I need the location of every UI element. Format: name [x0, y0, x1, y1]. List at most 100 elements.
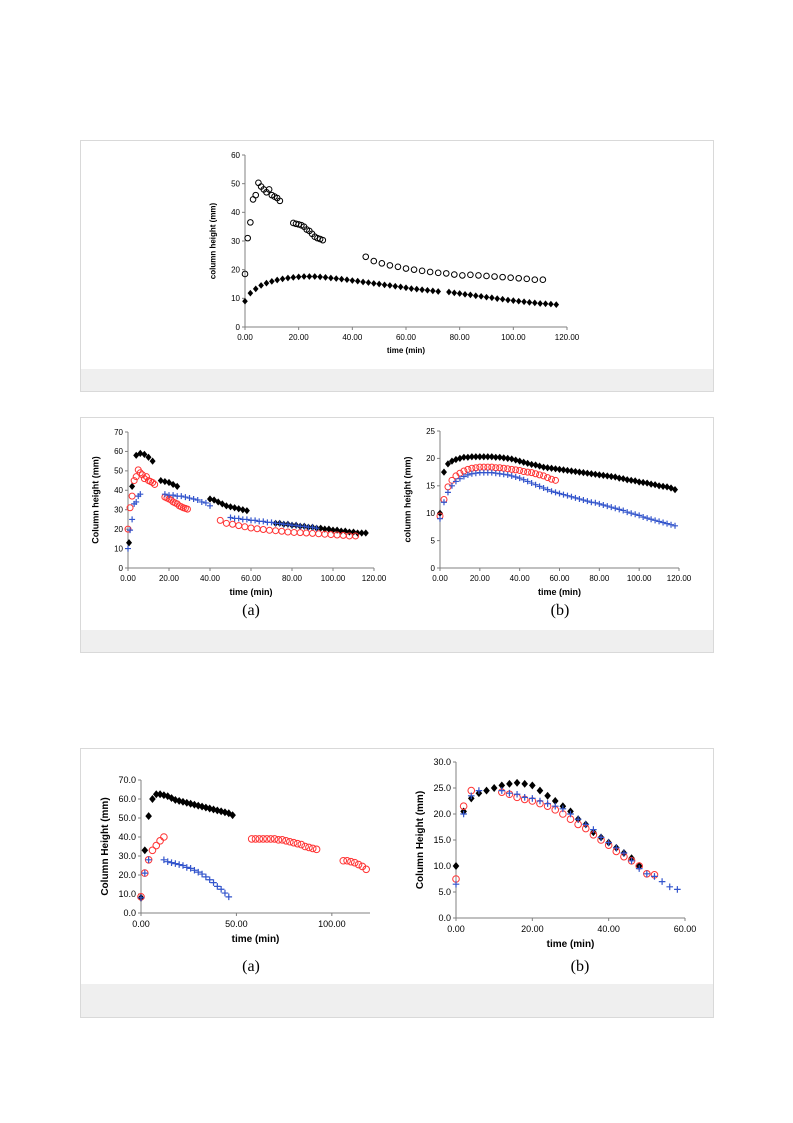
- data-point: [468, 453, 475, 461]
- data-point: [567, 810, 574, 818]
- data-point: [403, 284, 409, 292]
- data-point: [652, 517, 659, 524]
- data-point: [456, 454, 463, 462]
- data-point: [311, 273, 318, 280]
- data-point: [459, 272, 466, 279]
- data-point: [293, 522, 300, 529]
- data-point: [160, 791, 168, 800]
- data-point: [352, 532, 360, 540]
- data-point: [347, 857, 355, 866]
- data-point: [576, 495, 583, 502]
- data-point: [161, 491, 168, 498]
- data-point: [183, 798, 191, 807]
- series-1: [241, 179, 547, 284]
- data-point: [241, 270, 249, 278]
- y-tick-label: 0.0: [438, 913, 451, 923]
- data-point: [648, 516, 655, 523]
- data-point: [521, 779, 528, 788]
- figure-panel-3: [80, 748, 714, 1018]
- data-point: [235, 515, 242, 522]
- data-point: [513, 778, 521, 787]
- y-tick-label: 30: [114, 506, 123, 515]
- data-point: [270, 835, 279, 843]
- y-axis-title: column height (mm): [208, 202, 217, 279]
- data-point: [223, 502, 230, 510]
- data-point: [536, 462, 543, 470]
- data-point: [551, 797, 559, 805]
- data-point: [644, 479, 651, 487]
- data-point: [451, 289, 458, 297]
- x-tick-label: 40.00: [597, 924, 620, 934]
- data-point: [520, 458, 527, 466]
- data-point: [504, 471, 511, 478]
- data-point: [397, 283, 404, 291]
- y-tick-label: 5.0: [438, 887, 451, 897]
- x-tick-label: 0.00: [237, 333, 253, 342]
- data-point: [462, 290, 468, 298]
- y-tick-label: 10: [231, 294, 240, 303]
- x-tick-label: 20.00: [470, 574, 491, 583]
- data-point: [460, 810, 467, 818]
- data-point: [643, 870, 651, 878]
- x-tick-label: 60.00: [396, 333, 417, 342]
- figure-panel-2: [80, 417, 714, 653]
- data-point: [168, 794, 175, 803]
- y-axis-title: Column Height (mm): [415, 791, 426, 889]
- data-point: [301, 273, 307, 280]
- data-point: [328, 274, 334, 282]
- data-point: [506, 789, 513, 797]
- data-point: [179, 797, 187, 806]
- data-point: [174, 482, 181, 490]
- x-tick-label: 120.00: [362, 574, 387, 583]
- data-point: [624, 476, 631, 484]
- data-point: [252, 191, 260, 199]
- x-tick-label: 20.00: [289, 333, 310, 342]
- data-point: [604, 472, 611, 480]
- data-point: [182, 494, 189, 501]
- series-1: [124, 466, 360, 540]
- data-point: [592, 499, 599, 506]
- data-point: [484, 453, 491, 461]
- y-tick-label: 70: [114, 428, 123, 437]
- data-point: [317, 273, 323, 281]
- data-point: [141, 869, 149, 877]
- y-axis-title: column height (mm): [402, 457, 412, 543]
- data-point: [349, 277, 356, 284]
- x-axis-title: time (min): [538, 587, 581, 597]
- x-axis-title: time (min): [387, 346, 426, 355]
- data-point: [582, 821, 590, 828]
- data-point: [560, 466, 567, 474]
- x-tick-label: 100.00: [318, 919, 346, 929]
- y-tick-label: 60.0: [118, 794, 136, 804]
- data-point: [266, 835, 275, 843]
- data-point: [286, 837, 294, 846]
- x-tick-label: 60.00: [549, 574, 570, 583]
- data-point: [548, 300, 554, 308]
- x-tick-label: 0.00: [447, 924, 465, 934]
- data-point: [129, 516, 136, 523]
- data-point: [528, 469, 536, 477]
- data-point: [475, 272, 482, 279]
- data-point: [308, 844, 317, 853]
- data-point: [500, 464, 508, 472]
- data-point: [444, 460, 451, 468]
- data-point: [498, 787, 506, 794]
- data-point: [440, 499, 447, 506]
- data-point: [225, 893, 233, 901]
- data-point: [175, 861, 183, 868]
- data-point: [408, 285, 415, 292]
- data-point: [496, 453, 503, 461]
- data-point: [149, 479, 157, 487]
- x-tick-label: 80.00: [589, 574, 610, 583]
- data-point: [640, 514, 647, 521]
- data-point: [596, 500, 603, 507]
- data-point: [168, 859, 175, 866]
- data-point: [537, 300, 543, 307]
- data-point: [523, 275, 531, 283]
- data-point: [157, 476, 164, 485]
- data-point: [187, 865, 194, 872]
- data-point: [344, 276, 350, 284]
- data-point: [263, 279, 270, 287]
